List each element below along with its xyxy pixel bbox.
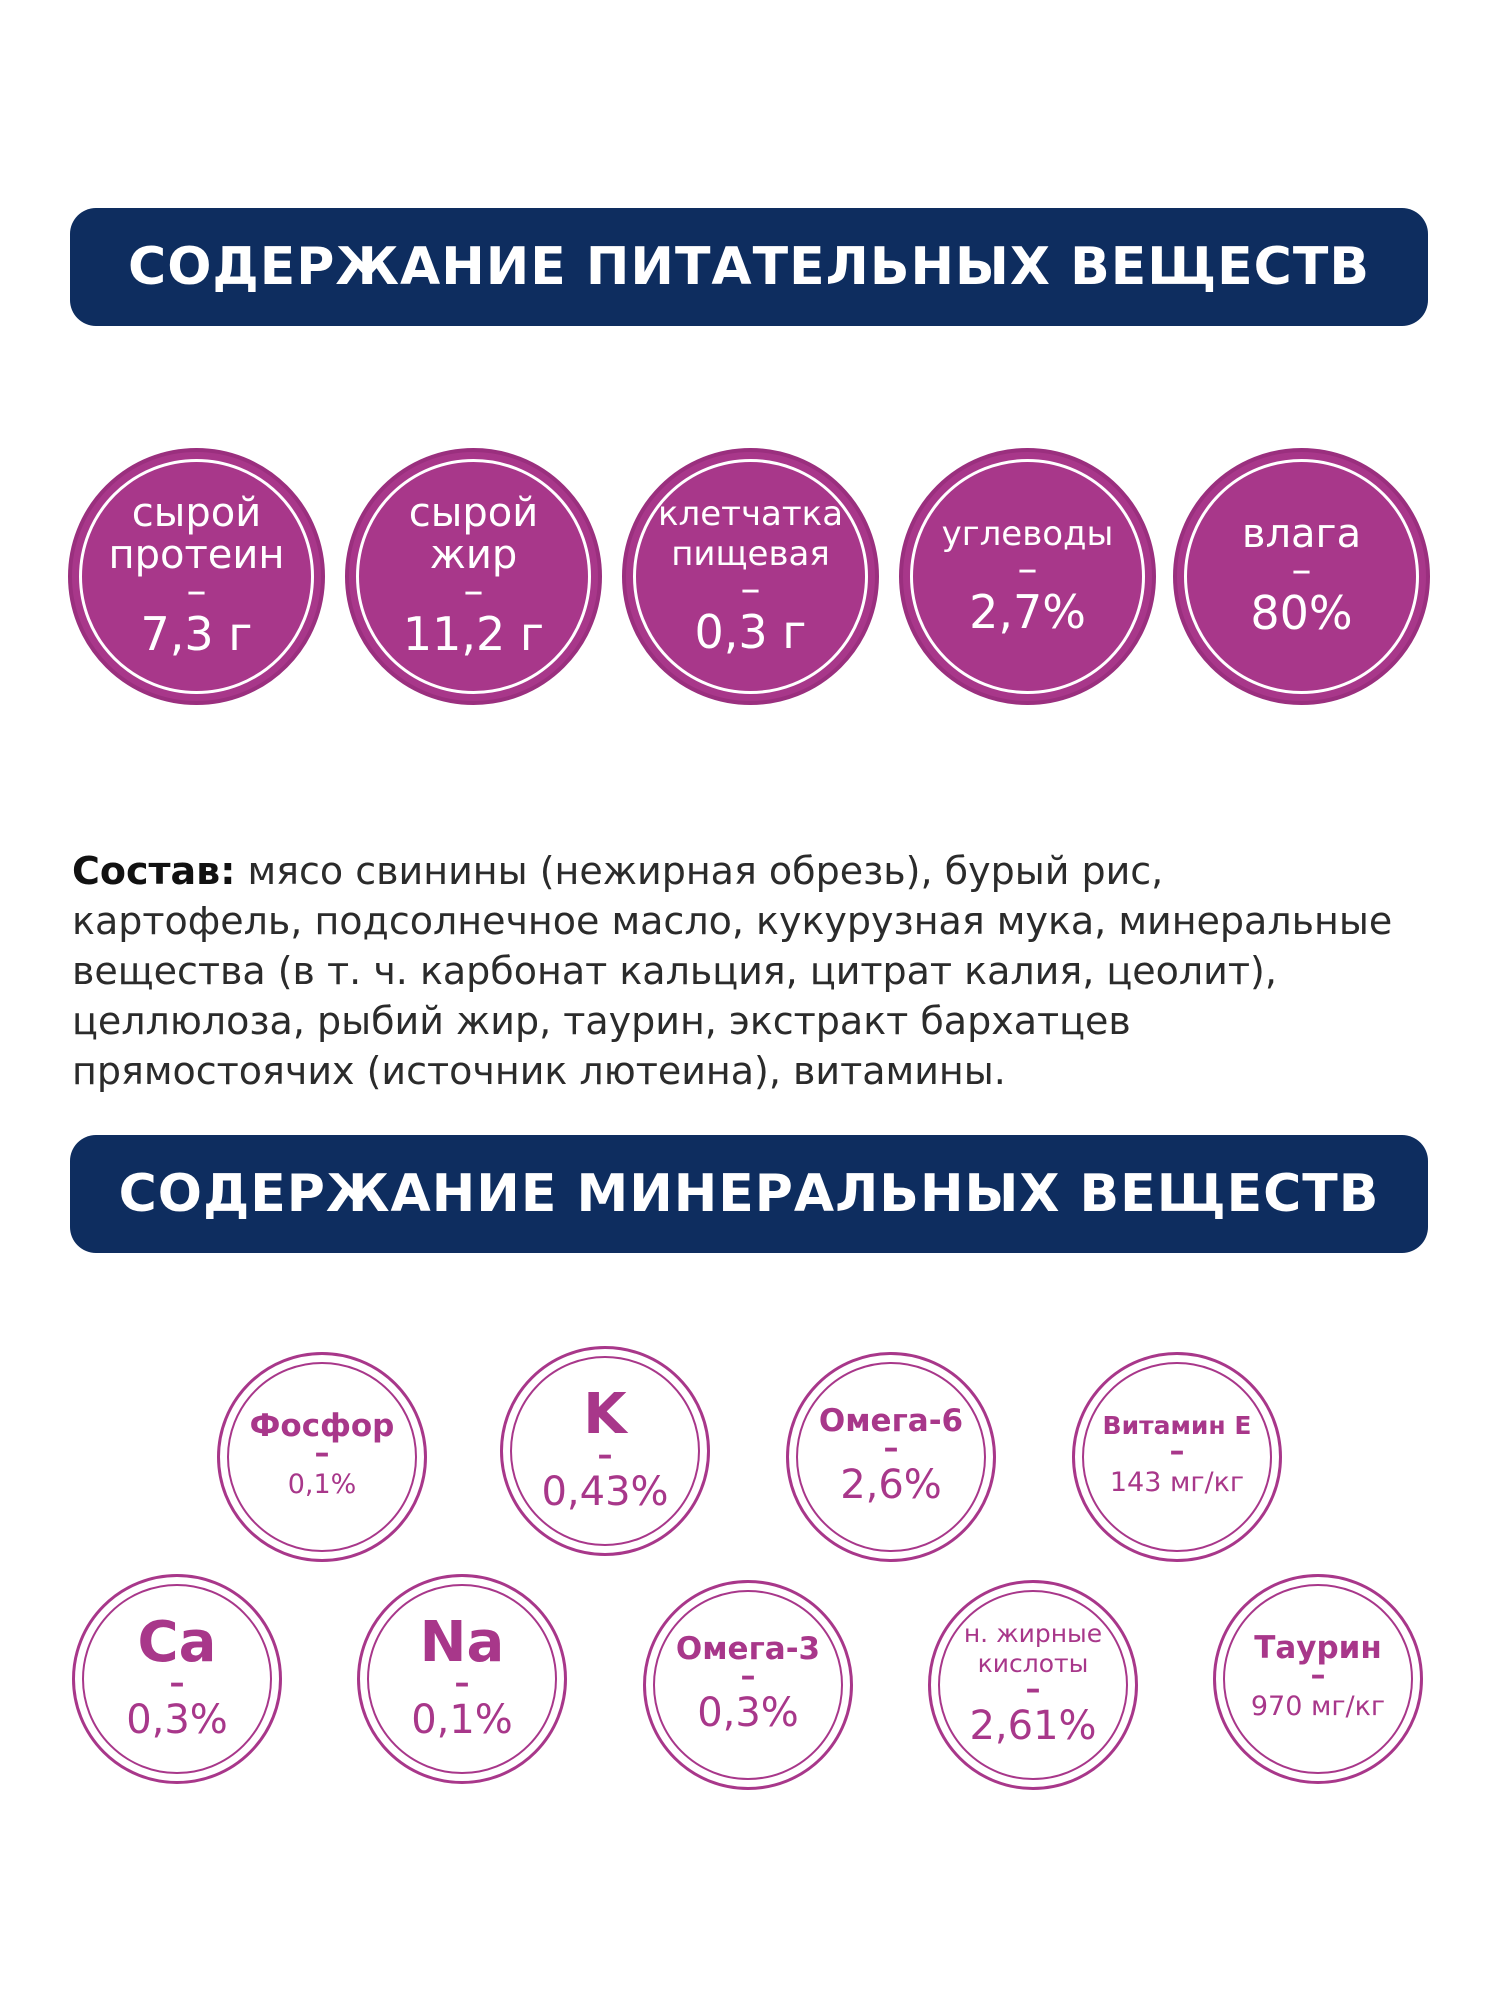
mineral-dash: – — [740, 1659, 756, 1694]
mineral-value: 970 мг/кг — [1250, 1691, 1386, 1722]
mineral-circle-potassium: K – 0,43% — [500, 1346, 710, 1556]
mineral-circle-calcium: Ca – 0,3% — [72, 1574, 282, 1784]
composition-paragraph: Состав: мясо свинины (нежирная обрезь), … — [72, 846, 1402, 1096]
nutrient-label: влага — [1241, 510, 1362, 557]
nutrient-value: 80% — [1250, 585, 1353, 640]
mineral-label: Омега-3 — [675, 1631, 821, 1667]
nutrient-dash: – — [463, 567, 484, 614]
mineral-label: Фосфор — [249, 1408, 395, 1444]
nutrient-label: сырой жир — [408, 489, 539, 578]
mineral-circle-sodium: Na – 0,1% — [357, 1574, 567, 1784]
nutrient-value: 0,3 г — [694, 604, 807, 659]
nutrient-value: 7,3 г — [140, 606, 253, 661]
mineral-label: н. жирные кислоты — [963, 1619, 1103, 1678]
nutrient-circle-carbs: углеводы – 2,7% — [899, 448, 1156, 705]
mineral-label: K — [583, 1382, 627, 1447]
mineral-circle-unsaturated-fatty-acids: н. жирные кислоты – 2,61% — [928, 1580, 1138, 1790]
nutrients-title-banner: СОДЕРЖАНИЕ ПИТАТЕЛЬНЫХ ВЕЩЕСТВ — [70, 208, 1428, 326]
mineral-value: 2,61% — [969, 1703, 1097, 1749]
composition-heading: Состав: — [72, 849, 236, 893]
minerals-title: СОДЕРЖАНИЕ МИНЕРАЛЬНЫХ ВЕЩЕСТВ — [118, 1164, 1380, 1224]
mineral-label: Na — [419, 1610, 505, 1675]
nutrient-dash: – — [740, 565, 761, 612]
mineral-circle-vitamin-e: Витамин Е – 143 мг/кг — [1072, 1352, 1282, 1562]
nutrient-circle-protein: сырой протеин – 7,3 г — [68, 448, 325, 705]
mineral-value: 0,3% — [126, 1697, 228, 1743]
mineral-dash: – — [1025, 1672, 1041, 1707]
nutrient-value: 11,2 г — [402, 606, 545, 661]
mineral-value: 0,1% — [411, 1697, 513, 1743]
mineral-value: 0,3% — [697, 1690, 799, 1736]
nutrient-label: сырой протеин — [108, 489, 285, 578]
mineral-circle-taurine: Таурин – 970 мг/кг — [1213, 1574, 1423, 1784]
mineral-value: 143 мг/кг — [1109, 1467, 1245, 1498]
mineral-dash: – — [169, 1666, 185, 1701]
mineral-circle-omega6: Омега-6 – 2,6% — [786, 1352, 996, 1562]
nutrient-label: клетчатка пищевая — [657, 493, 844, 574]
nutrient-circle-fiber: клетчатка пищевая – 0,3 г — [622, 448, 879, 705]
mineral-label: Таурин — [1254, 1630, 1382, 1666]
nutrient-dash: – — [186, 567, 207, 614]
composition-text: мясо свинины (нежирная обрезь), бурый ри… — [72, 849, 1393, 1093]
mineral-circle-omega3: Омега-3 – 0,3% — [643, 1580, 853, 1790]
mineral-label: Омега-6 — [818, 1403, 964, 1439]
mineral-dash: – — [454, 1666, 470, 1701]
mineral-dash: – — [314, 1436, 330, 1471]
nutrient-dash: – — [1291, 546, 1312, 593]
mineral-value: 2,6% — [840, 1462, 942, 1508]
nutrient-circle-fat: сырой жир – 11,2 г — [345, 448, 602, 705]
nutrient-value: 2,7% — [969, 584, 1086, 639]
mineral-dash: – — [597, 1438, 613, 1473]
mineral-dash: – — [1310, 1658, 1326, 1693]
nutrients-title: СОДЕРЖАНИЕ ПИТАТЕЛЬНЫХ ВЕЩЕСТВ — [128, 237, 1370, 297]
mineral-dash: – — [1169, 1434, 1185, 1469]
mineral-dash: – — [883, 1431, 899, 1466]
mineral-value: 0,1% — [287, 1469, 357, 1500]
nutrient-circle-moisture: влага – 80% — [1173, 448, 1430, 705]
minerals-title-banner: СОДЕРЖАНИЕ МИНЕРАЛЬНЫХ ВЕЩЕСТВ — [70, 1135, 1428, 1253]
mineral-label: Ca — [137, 1610, 217, 1675]
mineral-label: Витамин Е — [1102, 1411, 1252, 1440]
nutrient-dash: – — [1017, 545, 1038, 592]
mineral-value: 0,43% — [541, 1469, 669, 1515]
mineral-circle-phosphorus: Фосфор – 0,1% — [217, 1352, 427, 1562]
nutrient-label: углеводы — [941, 513, 1114, 554]
